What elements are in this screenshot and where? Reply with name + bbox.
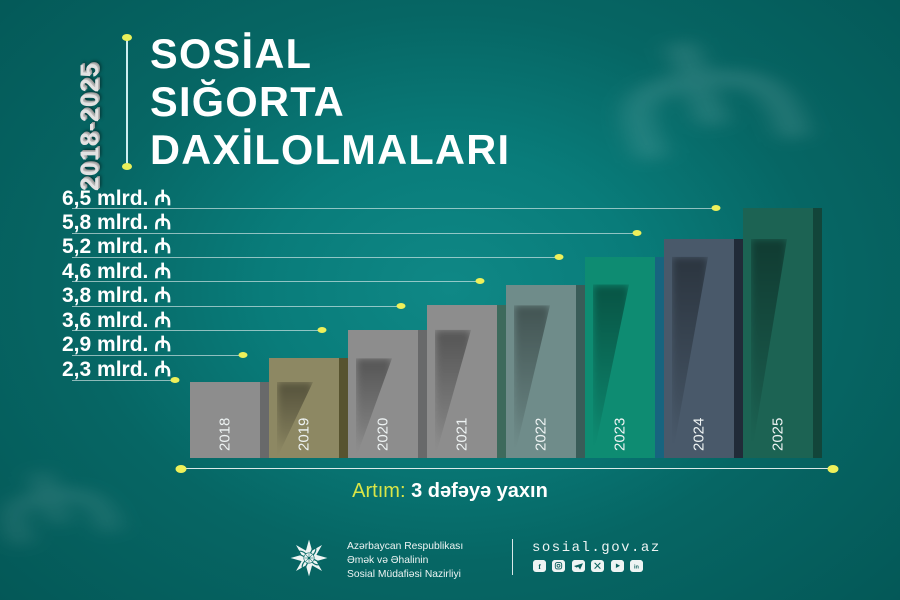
svg-text:in: in xyxy=(634,564,640,570)
svg-text:f: f xyxy=(538,562,541,571)
